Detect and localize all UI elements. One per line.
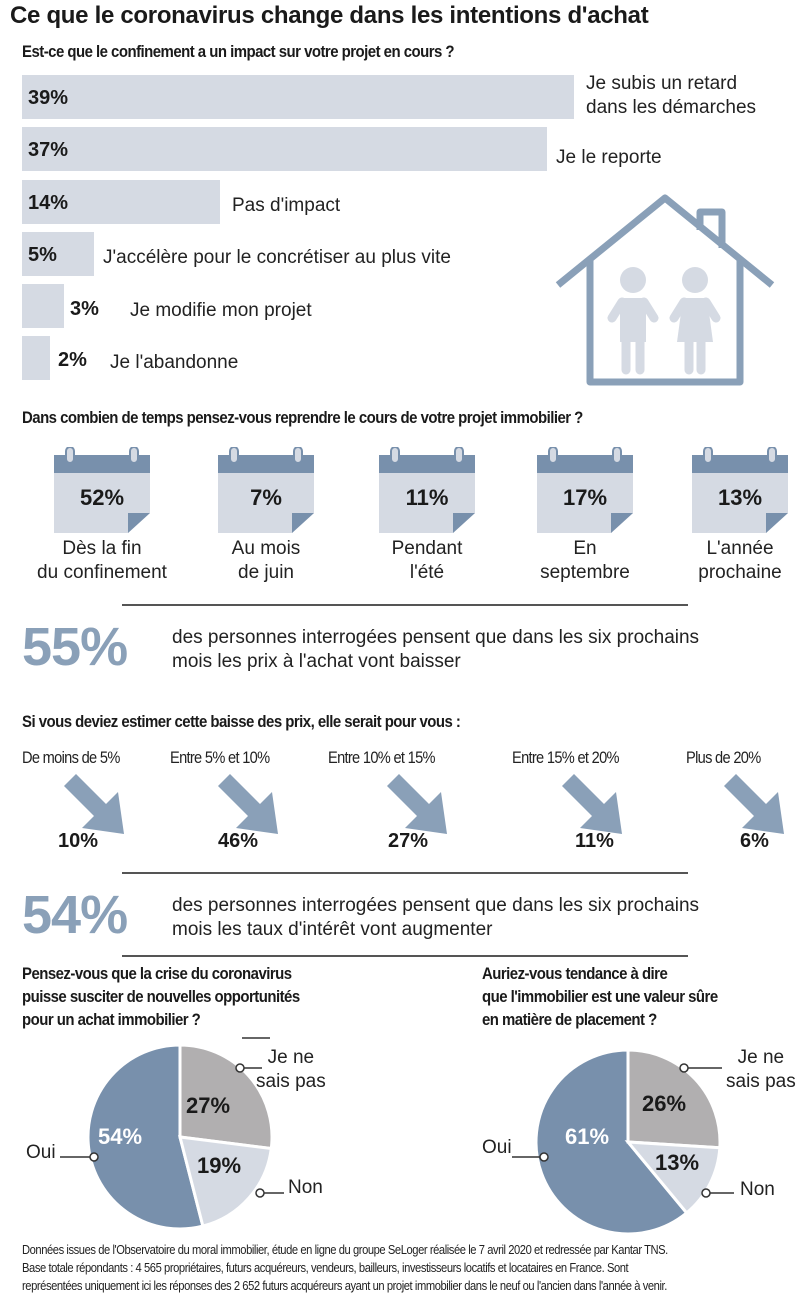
calendar-pct-septembre: 17% (562, 485, 608, 510)
estimate-label-moins-5: De moins de 5% (22, 748, 120, 767)
pie1-label-nsp: Je ne sais pas (256, 1047, 326, 1092)
bar-label-accelere: J'accélère pour le concrétiser au plus v… (103, 247, 451, 268)
bar-pct-retard: 39% (28, 87, 69, 109)
estimate-pct-10-15: 27% (388, 830, 429, 852)
leader-dot (539, 1152, 549, 1162)
pie-slice-non (177, 1135, 273, 1228)
pie2-label-nsp: Je ne sais pas (726, 1047, 796, 1092)
question-valeur-sure: Auriez-vous tendance à dire que l'immobil… (482, 964, 718, 1029)
pie-slice-non (624, 1140, 722, 1215)
calendar-label-annee-prochaine: L'année prochaine (698, 538, 782, 583)
footnote-line-2: Base totale répondants : 4 565 propriéta… (22, 1260, 629, 1275)
bar-label-pas-impact: Pas d'impact (232, 195, 341, 216)
divider (122, 604, 688, 606)
arrow-down-right-icon (64, 774, 124, 834)
bar-pct-reporte: 37% (28, 139, 69, 161)
pie-opportunites (60, 1043, 284, 1231)
bar-pas-impact (22, 180, 220, 224)
arrow-down-right-icon (562, 774, 622, 834)
pie-slice-oui (86, 1043, 205, 1231)
divider (122, 955, 688, 957)
question-impact: Est-ce que le confinement a un impact su… (22, 42, 455, 61)
calendar-icon (218, 447, 314, 533)
calendar-pct-annee-prochaine: 13% (717, 485, 763, 510)
bar-pct-pas-impact: 14% (28, 192, 69, 214)
calendar-pct-juin: 7% (250, 485, 282, 510)
pie1-label-oui: Oui (26, 1142, 56, 1163)
pie2-label-non: Non (740, 1179, 775, 1200)
bar-pct-accelere: 5% (28, 244, 57, 266)
arrow-down-right-icon (218, 774, 278, 834)
pie1-pct-non: 19% (197, 1153, 242, 1178)
stat-big-prix: 55% (22, 617, 128, 677)
calendar-icon (379, 447, 475, 533)
estimate-label-10-15: Entre 10% et 15% (328, 748, 436, 767)
pie2-pct-nsp: 26% (642, 1091, 687, 1116)
leader-dot (255, 1188, 265, 1198)
calendar-icon (692, 447, 788, 533)
question-opportunites: Pensez-vous que la crise du coronavirus p… (22, 964, 300, 1029)
arrow-down-right-icon (724, 774, 784, 834)
estimate-label-plus-20: Plus de 20% (686, 748, 761, 767)
estimate-pct-moins-5: 10% (58, 830, 99, 852)
pie1-pct-oui: 54% (98, 1124, 143, 1149)
page-title: Ce que le coronavirus change dans les in… (10, 2, 649, 29)
bar-accelere (22, 232, 94, 276)
question-baisse: Si vous deviez estimer cette baisse des … (22, 712, 461, 731)
bar-label-reporte: Je le reporte (556, 147, 662, 168)
arrow-down-right-icon (387, 774, 447, 834)
pie-slice-nsp (626, 1048, 722, 1150)
pie2-pct-oui: 61% (565, 1124, 610, 1149)
house-icon (555, 194, 775, 386)
question-reprise: Dans combien de temps pensez-vous repren… (22, 408, 583, 427)
bar-abandonne (22, 336, 50, 380)
divider (122, 872, 688, 874)
pie1-pct-nsp: 27% (186, 1093, 231, 1118)
estimate-label-5-10: Entre 5% et 10% (170, 748, 270, 767)
pie-slice-nsp (178, 1043, 274, 1151)
calendar-label-fin-confinement: Dès la fin du confinement (37, 538, 167, 583)
pie-charts (60, 1037, 734, 1235)
calendar-label-juin: Au mois de juin (231, 538, 301, 583)
estimate-pct-5-10: 46% (218, 830, 259, 852)
calendar-label-septembre: En septembre (540, 538, 630, 583)
bar-pct-modifie: 3% (70, 298, 99, 320)
footnote-line-3: représentées uniquement ici les réponses… (22, 1278, 667, 1293)
bar-modifie (22, 284, 64, 328)
pie2-pct-non: 13% (655, 1150, 700, 1175)
estimate-pct-15-20: 11% (575, 830, 614, 852)
stat-text-taux: des personnes interrogées pensent que da… (172, 895, 700, 940)
stat-big-taux: 54% (22, 885, 128, 945)
calendar-label-ete: Pendant l'été (391, 538, 463, 583)
calendar-icon (537, 447, 633, 533)
pie1-label-non: Non (288, 1177, 323, 1198)
estimate-pct-plus-20: 6% (740, 830, 769, 852)
leader-dot (679, 1063, 689, 1073)
calendar-icon (54, 447, 150, 533)
bar-label-retard: Je subis un retard dans les démarches (586, 73, 757, 118)
leader-dot (89, 1152, 99, 1162)
calendar-pct-ete: 11% (405, 485, 449, 510)
pie2-label-oui: Oui (482, 1137, 512, 1158)
pie-slice-oui (534, 1048, 689, 1235)
estimate-label-15-20: Entre 15% et 20% (512, 748, 620, 767)
leader-dot (701, 1188, 711, 1198)
leader-dot (235, 1063, 245, 1073)
bar-reporte (22, 127, 547, 171)
bar-label-abandonne: Je l'abandonne (110, 352, 239, 373)
footnote-line-1: Données issues de l'Observatoire du mora… (22, 1242, 668, 1257)
bar-pct-abandonne: 2% (58, 349, 87, 371)
bar-retard (22, 75, 574, 119)
bar-label-modifie: Je modifie mon projet (130, 300, 312, 321)
calendar-pct-fin-confinement: 52% (79, 485, 125, 510)
pie-valeur-sure (512, 1048, 734, 1235)
stat-text-prix: des personnes interrogées pensent que da… (172, 627, 700, 672)
